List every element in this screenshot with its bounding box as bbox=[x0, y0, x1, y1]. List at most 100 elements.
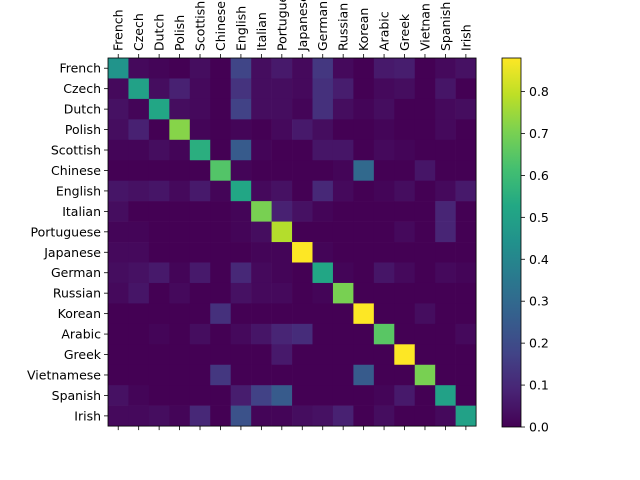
heatmap-cell bbox=[312, 344, 334, 366]
y-tick-label: Russian bbox=[53, 286, 101, 301]
heatmap-cell bbox=[108, 180, 129, 202]
heatmap-cell bbox=[312, 242, 334, 263]
heatmap-cell bbox=[251, 78, 272, 100]
heatmap-cell bbox=[210, 262, 231, 284]
x-tick-label: Italian bbox=[254, 12, 269, 51]
heatmap-cell bbox=[394, 201, 416, 222]
y-tick-label: Irish bbox=[74, 408, 101, 423]
heatmap-cell bbox=[292, 262, 313, 284]
heatmap-cell bbox=[332, 180, 354, 202]
heatmap-cell bbox=[414, 139, 436, 161]
heatmap-cell bbox=[394, 160, 416, 181]
heatmap-cell bbox=[271, 303, 293, 325]
heatmap-cell bbox=[455, 119, 477, 141]
colorbar-tick-label: 0.3 bbox=[529, 294, 549, 309]
heatmap-cell bbox=[435, 282, 456, 304]
heatmap-cell bbox=[251, 385, 272, 406]
heatmap-cell bbox=[251, 282, 272, 304]
heatmap-cell bbox=[373, 323, 395, 345]
heatmap-cell bbox=[128, 139, 150, 161]
heatmap-cell bbox=[230, 282, 252, 304]
heatmap-cell bbox=[210, 405, 231, 427]
heatmap-cell bbox=[394, 323, 416, 345]
heatmap-cell bbox=[148, 385, 170, 406]
x-tick-label: Arabic bbox=[377, 11, 392, 51]
heatmap-cell bbox=[189, 58, 211, 79]
heatmap-cell bbox=[210, 58, 231, 79]
heatmap-cell bbox=[128, 58, 150, 79]
heatmap-cell bbox=[271, 221, 293, 243]
heatmap-cell bbox=[414, 364, 436, 386]
heatmap-cell bbox=[230, 323, 252, 345]
heatmap-cell bbox=[414, 180, 436, 202]
heatmap-cell bbox=[148, 119, 170, 141]
heatmap-cell bbox=[332, 303, 354, 325]
heatmap-cell bbox=[332, 262, 354, 284]
y-tick-label: Arabic bbox=[61, 327, 101, 342]
heatmap-cell bbox=[373, 344, 395, 366]
heatmap-cell bbox=[394, 242, 416, 263]
heatmap-cell bbox=[394, 98, 416, 120]
y-tick-label: Japanese bbox=[43, 245, 101, 260]
heatmap-cell bbox=[414, 262, 436, 284]
heatmap-cell bbox=[414, 119, 436, 141]
heatmap-cell bbox=[271, 242, 293, 263]
heatmap-cell bbox=[189, 282, 211, 304]
heatmap-cell bbox=[292, 364, 313, 386]
heatmap-cell bbox=[148, 303, 170, 325]
y-tick-label: Spanish bbox=[52, 388, 101, 403]
heatmap-cell bbox=[455, 323, 477, 345]
heatmap-cell bbox=[353, 160, 375, 181]
heatmap-cell bbox=[148, 323, 170, 345]
x-tick-label: Irish bbox=[458, 24, 473, 51]
heatmap-cell bbox=[128, 201, 150, 222]
heatmap-cell bbox=[169, 201, 191, 222]
heatmap-cell bbox=[435, 364, 456, 386]
heatmap-cell bbox=[373, 58, 395, 79]
x-tick-label: Portugue bbox=[274, 0, 289, 51]
heatmap-cell bbox=[251, 201, 272, 222]
heatmap-cell bbox=[169, 303, 191, 325]
heatmap-cell bbox=[271, 201, 293, 222]
heatmap-cell bbox=[108, 242, 129, 263]
heatmap-cell bbox=[210, 221, 231, 243]
heatmap-cell bbox=[353, 98, 375, 120]
heatmap-cell bbox=[414, 303, 436, 325]
x-tick-label: Dutch bbox=[152, 14, 167, 51]
heatmap-cell bbox=[394, 303, 416, 325]
heatmap-cell bbox=[108, 98, 129, 120]
heatmap-cell bbox=[373, 385, 395, 406]
heatmap-cell bbox=[251, 119, 272, 141]
heatmap-cell bbox=[169, 262, 191, 284]
colorbar-tick-label: 0.6 bbox=[529, 168, 549, 183]
y-tick-label: German bbox=[51, 265, 101, 280]
heatmap-cell bbox=[455, 98, 477, 120]
heatmap-cell bbox=[455, 282, 477, 304]
heatmap-cell bbox=[394, 139, 416, 161]
heatmap-cell bbox=[353, 242, 375, 263]
heatmap-cell bbox=[414, 385, 436, 406]
heatmap-cell bbox=[189, 119, 211, 141]
heatmap-cell bbox=[332, 385, 354, 406]
heatmap-cell bbox=[189, 221, 211, 243]
heatmap-cell bbox=[373, 364, 395, 386]
heatmap-cell bbox=[169, 160, 191, 181]
y-tick-label: English bbox=[56, 183, 101, 198]
heatmap-cell bbox=[435, 58, 456, 79]
x-tick-label: Korean bbox=[356, 8, 371, 51]
heatmap-cell bbox=[189, 98, 211, 120]
heatmap-cell bbox=[455, 78, 477, 100]
heatmap-cell bbox=[169, 221, 191, 243]
heatmap-cell bbox=[455, 262, 477, 284]
heatmap-cell bbox=[108, 262, 129, 284]
x-tick-label: Chinese bbox=[213, 1, 228, 51]
heatmap-cell bbox=[435, 119, 456, 141]
heatmap-cell bbox=[312, 385, 334, 406]
heatmap-cell bbox=[435, 201, 456, 222]
heatmap-cell bbox=[435, 344, 456, 366]
heatmap-cell bbox=[292, 303, 313, 325]
heatmap-cell bbox=[169, 323, 191, 345]
heatmap-cell bbox=[148, 405, 170, 427]
heatmap-cell bbox=[230, 58, 252, 79]
heatmap-cell bbox=[230, 405, 252, 427]
